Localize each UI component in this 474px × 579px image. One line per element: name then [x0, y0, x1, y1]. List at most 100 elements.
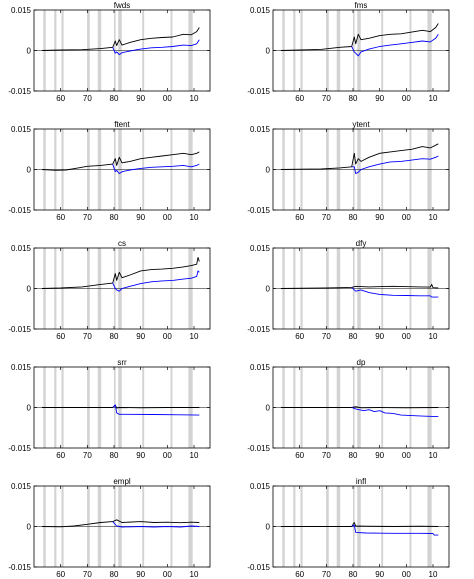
x-tick-label: 90: [136, 570, 145, 579]
y-tick-label: 0.015: [250, 244, 271, 253]
chart-title: cs: [118, 239, 126, 248]
x-tick-label: 10: [429, 570, 438, 579]
series-line-black: [281, 522, 439, 527]
series-line-black: [280, 143, 439, 170]
y-tick-label: 0: [266, 47, 271, 56]
x-tick-label: 60: [295, 213, 304, 222]
y-tick-label: 0: [266, 166, 271, 175]
y-tick-label: 0.015: [11, 244, 32, 253]
y-tick-label: -0.015: [8, 325, 31, 334]
y-tick-label: 0: [266, 523, 271, 532]
chart-panel-fms: 0.015 0 -0.015 60 70 80 90 00 10 fms: [247, 1, 450, 103]
x-tick-label: 70: [322, 213, 331, 222]
y-tick-label: 0.015: [250, 125, 271, 134]
x-tick-label: 10: [190, 570, 199, 579]
chart-panel-dfy: 0.015 0 -0.015 60 70 80 90 00 10 dfy: [247, 239, 450, 341]
chart-panel-infl: 0.015 0 -0.015 60 70 80 90 00 10 infl: [247, 477, 450, 579]
x-tick-label: 60: [56, 451, 65, 460]
series-line-blue: [112, 270, 200, 292]
series-group: [42, 404, 200, 416]
x-tick-label: 10: [429, 213, 438, 222]
series-line-blue: [351, 287, 439, 298]
x-tick-label: 80: [349, 570, 358, 579]
x-tick-label: 00: [402, 332, 411, 341]
x-tick-label: 00: [402, 213, 411, 222]
x-tick-label: 60: [295, 332, 304, 341]
x-tick-label: 70: [83, 213, 92, 222]
x-tick-label: 90: [375, 570, 384, 579]
series-group: [280, 23, 439, 57]
y-tick-label: 0.015: [250, 363, 271, 372]
x-tick-label: 00: [402, 94, 411, 103]
y-tick-label: 0.015: [11, 125, 32, 134]
x-tick-label: 60: [56, 94, 65, 103]
y-tick-label: 0.015: [11, 363, 32, 372]
series-group: [41, 151, 200, 175]
series-group: [41, 519, 200, 528]
y-tick-label: 0: [27, 47, 32, 56]
y-tick-label: -0.015: [8, 444, 31, 453]
series-line-blue: [112, 39, 200, 56]
x-tick-label: 60: [295, 451, 304, 460]
x-tick-label: 60: [295, 94, 304, 103]
series-line-blue: [351, 155, 439, 175]
series-group: [280, 143, 439, 175]
chart-title: dfy: [356, 239, 367, 248]
chart-title: dp: [357, 358, 366, 367]
x-tick-label: 90: [136, 332, 145, 341]
chart-panel-fwds: 0.015 0 -0.015 60 70 80 90 00 10 fwds: [8, 1, 211, 103]
x-tick-label: 90: [136, 94, 145, 103]
chart-title: ftent: [114, 120, 130, 129]
y-tick-label: -0.015: [8, 206, 31, 215]
series-line-black: [281, 406, 439, 409]
x-tick-label: 10: [190, 332, 199, 341]
series-line-blue: [351, 524, 439, 536]
series-line-blue: [351, 34, 439, 57]
series-group: [280, 283, 439, 298]
chart-panel-srr: 0.015 0 -0.015 60 70 80 90 00 10 srr: [8, 358, 211, 460]
series-line-black: [41, 27, 200, 51]
series-group: [41, 27, 200, 56]
x-tick-label: 80: [110, 213, 119, 222]
x-tick-label: 70: [322, 570, 331, 579]
x-tick-label: 80: [349, 94, 358, 103]
x-tick-label: 70: [322, 332, 331, 341]
chart-title: fwds: [114, 1, 130, 10]
chart-panel-empl: 0.015 0 -0.015 60 70 80 90 00 10 empl: [8, 477, 211, 579]
y-tick-label: 0: [27, 166, 32, 175]
series-group: [281, 522, 439, 536]
chart-title: ytent: [352, 120, 370, 129]
x-tick-label: 70: [83, 94, 92, 103]
x-tick-label: 90: [375, 451, 384, 460]
chart-panel-ftent: 0.015 0 -0.015 60 70 80 90 00 10 ftent: [8, 120, 211, 222]
x-tick-label: 90: [375, 332, 384, 341]
x-tick-label: 00: [163, 332, 172, 341]
x-tick-label: 80: [349, 451, 358, 460]
series-line-blue: [112, 163, 200, 175]
x-tick-label: 00: [163, 570, 172, 579]
y-tick-label: -0.015: [8, 87, 31, 96]
series-line-black: [41, 519, 200, 528]
x-tick-label: 00: [163, 213, 172, 222]
x-tick-label: 80: [110, 570, 119, 579]
y-tick-label: 0.015: [11, 482, 32, 491]
x-tick-label: 60: [56, 570, 65, 579]
y-tick-label: 0.015: [11, 6, 32, 15]
series-group: [41, 256, 200, 292]
y-tick-label: 0.015: [250, 6, 271, 15]
series-line-blue: [351, 407, 439, 417]
x-tick-label: 70: [83, 332, 92, 341]
y-tick-label: 0: [266, 404, 271, 413]
chart-panel-cs: 0.015 0 -0.015 60 70 80 90 00 10 cs: [8, 239, 211, 341]
y-tick-label: 0: [27, 404, 32, 413]
x-tick-label: 90: [136, 451, 145, 460]
series-line-black: [41, 256, 200, 289]
series-line-black: [280, 283, 439, 289]
series-line-blue: [112, 521, 200, 528]
y-tick-label: -0.015: [247, 206, 270, 215]
series-line-black: [280, 23, 439, 51]
x-tick-label: 00: [402, 570, 411, 579]
chart-panel-dp: 0.015 0 -0.015 60 70 80 90 00 10 dp: [247, 358, 450, 460]
x-tick-label: 80: [349, 213, 358, 222]
